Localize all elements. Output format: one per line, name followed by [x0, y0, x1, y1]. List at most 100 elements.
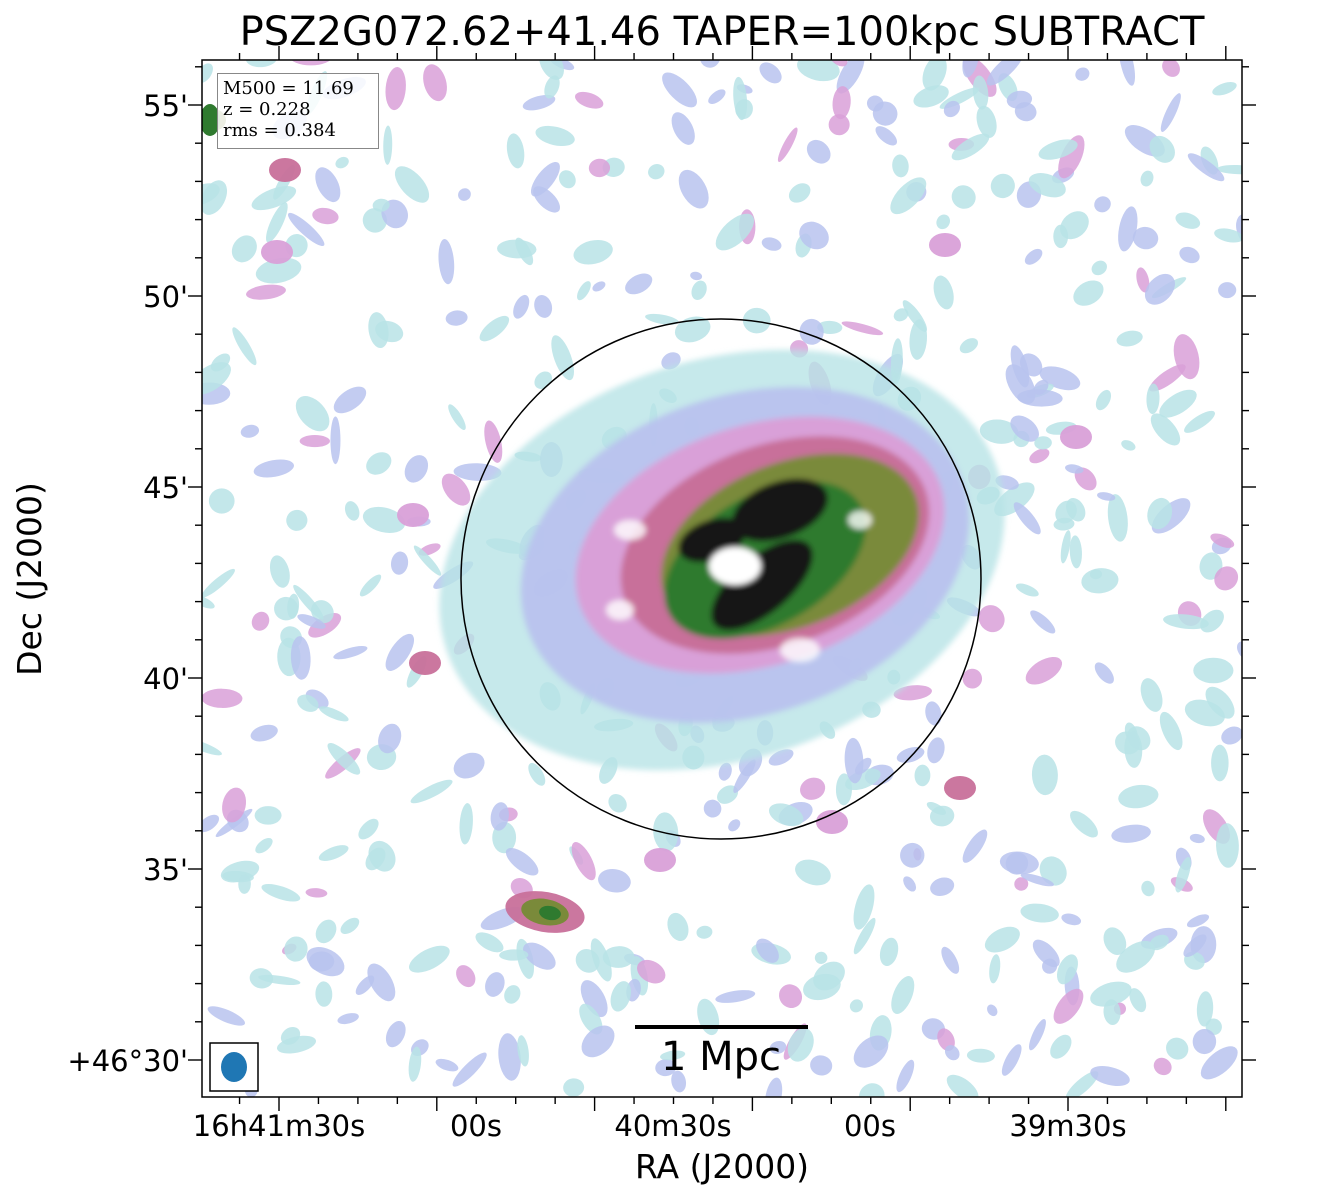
r500-circle [460, 318, 982, 840]
emission-blob [539, 60, 564, 80]
emission-blob [485, 972, 505, 997]
mass-text: M500 = 11.69 [223, 78, 354, 99]
emission-blob [787, 1028, 814, 1062]
emission-blob [1055, 500, 1077, 524]
emission-blob [579, 1003, 603, 1035]
emission-blob [1150, 413, 1181, 446]
emission-blob [814, 951, 828, 964]
emission-blob [1124, 731, 1143, 768]
emission-blob [453, 463, 502, 481]
emission-blob [1091, 260, 1107, 276]
emission-blob [574, 91, 604, 109]
emission-blob [315, 167, 341, 203]
emission-blob [1058, 135, 1085, 179]
emission-blob [580, 980, 608, 1018]
emission-blob [311, 600, 334, 624]
emission-blob [1216, 823, 1239, 868]
emission-blob [315, 919, 337, 944]
emission-blob [1218, 282, 1237, 299]
emission-blob [571, 842, 596, 881]
rms-text: rms = 0.384 [223, 120, 336, 141]
emission-blob [1186, 914, 1210, 928]
emission-blob [858, 1083, 885, 1097]
emission-blob [929, 805, 955, 827]
emission-blob [318, 845, 349, 861]
emission-blob [1069, 535, 1082, 569]
emission-blob [598, 868, 631, 893]
emission-blob [358, 818, 379, 840]
emission-blob [258, 974, 301, 986]
emission-blob [936, 214, 950, 230]
emission-blob [922, 60, 947, 91]
emission-blob [295, 396, 330, 432]
emission-blob [544, 75, 560, 99]
emission-blob [662, 72, 697, 108]
emission-blob [522, 94, 556, 111]
emission-blob [896, 746, 925, 763]
emission-blob [312, 207, 339, 225]
emission-blob [1029, 1018, 1046, 1051]
emission-blob [1075, 67, 1090, 81]
x-tick-label: 40m30s [614, 1109, 732, 1143]
emission-blob [1032, 939, 1060, 968]
emission-blob [1031, 754, 1058, 796]
emission-blob [1118, 60, 1136, 86]
emission-blob [855, 757, 872, 775]
x-tick-label: 16h41m30s [192, 1109, 366, 1143]
emission-blob [1020, 873, 1055, 887]
emission-blob [1070, 810, 1098, 838]
emission-blob [1025, 656, 1063, 685]
emission-blob [251, 611, 270, 631]
emission-blob [497, 239, 537, 259]
emission-blob [528, 762, 546, 786]
emission-blob [365, 847, 386, 871]
emission-blob [930, 877, 955, 897]
emission-blob [269, 158, 301, 182]
emission-blob [1090, 1066, 1130, 1087]
emission-blob [800, 777, 826, 800]
emission-blob [208, 488, 235, 514]
chart-title: PSZ2G072.62+41.46 TAPER=100kpc SUBTRACT [239, 9, 1205, 55]
emission-blob [306, 947, 345, 977]
emission-blob [1111, 824, 1151, 843]
emission-blob [1017, 389, 1063, 407]
emission-blob [575, 949, 600, 973]
emission-blob [875, 126, 898, 146]
emission-blob [327, 742, 361, 775]
info-box: M500 = 11.69 z = 0.228 rms = 0.384 [217, 73, 379, 149]
emission-blob [1221, 726, 1242, 745]
emission-blob [853, 884, 875, 930]
emission-blob [759, 62, 782, 84]
emission-blob [1090, 981, 1132, 1007]
y-tick-label: 55' [143, 89, 188, 123]
emission-blob [1146, 383, 1160, 415]
emission-blob [780, 638, 820, 662]
emission-blob [962, 829, 988, 863]
emission-blob [990, 173, 1015, 199]
emission-blob [929, 233, 961, 257]
emission-blob [853, 917, 876, 955]
emission-blob [690, 271, 703, 281]
emission-blob [210, 353, 231, 372]
emission-blob [448, 404, 466, 430]
emission-blob [410, 779, 453, 804]
emission-blob [1236, 641, 1242, 660]
emission-blob [810, 1055, 833, 1076]
emission-blob [892, 154, 909, 178]
emission-blob [715, 990, 756, 1003]
emission-blob [703, 799, 722, 818]
emission-blob [563, 1078, 585, 1097]
emission-blob [404, 455, 429, 483]
emission-blob [1147, 497, 1173, 530]
emission-blob [1205, 686, 1235, 719]
emission-blob [648, 163, 665, 180]
emission-blob [1162, 60, 1180, 77]
emission-blob [966, 1048, 995, 1063]
emission-blob [319, 706, 349, 722]
emission-blob [409, 651, 441, 675]
emission-blob [475, 932, 504, 953]
emission-blob [708, 89, 726, 104]
emission-blob [1140, 170, 1154, 187]
emission-blob [1196, 991, 1214, 1027]
emission-blob [717, 785, 739, 804]
